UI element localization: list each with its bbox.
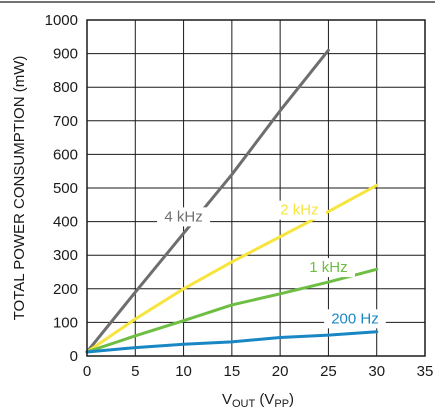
x-axis-title: VOUT (VPP): [222, 391, 294, 409]
y-tick-label: 100: [53, 314, 78, 331]
series-label-1-khz: 1 kHz: [309, 259, 347, 276]
plot-frame: [86, 19, 426, 357]
x-tick-label: 0: [83, 363, 91, 380]
x-tick-label: 15: [224, 363, 241, 380]
series-label-bg: [324, 309, 386, 329]
y-tick-label: 500: [53, 180, 78, 197]
y-tick-label: 900: [53, 46, 78, 63]
x-tick-label: 35: [417, 363, 434, 380]
y-tick-label: 200: [53, 281, 78, 298]
y-tick-label: 0: [70, 348, 78, 365]
x-tick-label: 30: [368, 363, 385, 380]
y-tick-label: 300: [53, 247, 78, 264]
x-tick-label: 25: [320, 363, 337, 380]
series-layer: [85, 48, 379, 354]
series-label-4-khz: 4 kHz: [164, 208, 202, 225]
x-tick-label: 20: [272, 363, 289, 380]
y-tick-labels: 0 100 200 300 400 500 600 700 800 900 1000: [45, 12, 78, 365]
series-line-1-khz: [85, 267, 379, 354]
x-tick-label: 5: [131, 363, 139, 380]
x-axis-title-sub2: PP: [274, 398, 289, 409]
series-label-200-hz: 200 Hz: [331, 310, 379, 327]
grid: [86, 19, 426, 357]
series-label-bg: [272, 200, 326, 220]
x-axis-title-sub1: OUT: [232, 398, 256, 409]
series-labels: 4 kHz 2 kHz 1 kHz 200 Hz: [157, 200, 386, 329]
y-tick-label: 600: [53, 146, 78, 163]
y-axis-title: TOTAL POWER CONSUMPTION (mW): [11, 56, 28, 321]
series-label-bg: [301, 258, 355, 278]
x-tick-labels: 0 5 10 15 20 25 30 35: [83, 363, 434, 380]
x-tick-label: 10: [175, 363, 192, 380]
series-label-bg: [157, 207, 211, 227]
y-tick-label: 700: [53, 113, 78, 130]
x-axis-title-mid: (V: [255, 391, 274, 408]
y-tick-label: 1000: [45, 12, 78, 29]
series-line-200-hz: [85, 330, 379, 354]
y-tick-label: 800: [53, 79, 78, 96]
series-line-2-khz: [85, 183, 379, 354]
x-axis-title-main: V: [222, 391, 232, 408]
x-axis-title-end: ): [289, 391, 294, 408]
y-tick-label: 400: [53, 214, 78, 231]
series-line-4-khz: [85, 48, 330, 354]
series-label-2-khz: 2 kHz: [280, 202, 318, 219]
